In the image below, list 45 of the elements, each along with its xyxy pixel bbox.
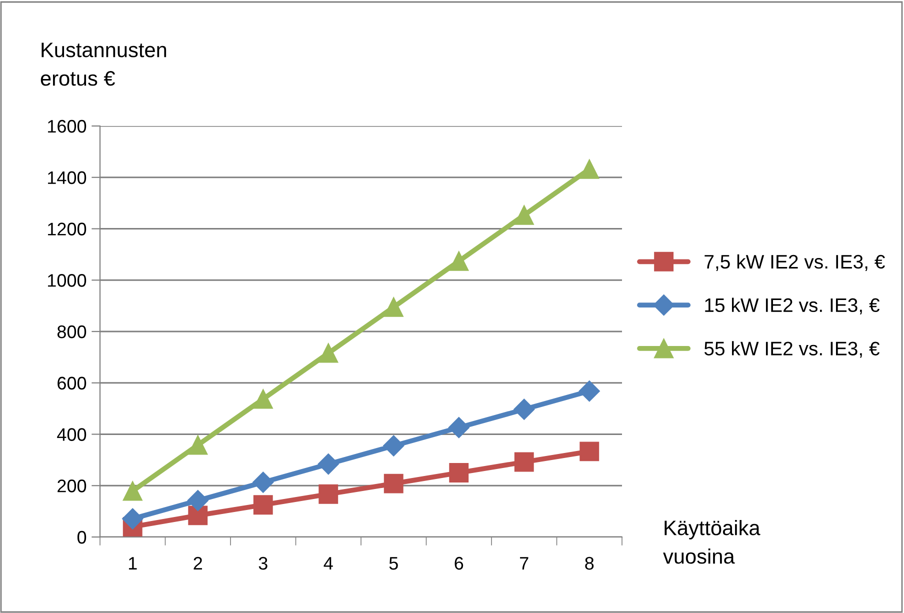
- point: [449, 463, 469, 483]
- point: [514, 205, 534, 225]
- point: [253, 495, 273, 515]
- x-tick-label: 8: [585, 556, 594, 570]
- point: [318, 343, 338, 363]
- y-tick-label: 1000: [48, 274, 86, 287]
- point: [252, 472, 274, 493]
- point: [384, 297, 404, 317]
- point: [449, 251, 469, 271]
- point: [580, 442, 600, 462]
- point: [187, 490, 208, 512]
- x-tick-label: 6: [454, 556, 464, 570]
- point: [580, 159, 600, 179]
- point: [318, 454, 339, 475]
- legend-label: 55 kW IE2 vs. IE3, €: [704, 341, 880, 358]
- point: [448, 417, 470, 438]
- y-tick-label: 0: [77, 530, 86, 544]
- point: [318, 484, 338, 504]
- point: [383, 435, 404, 456]
- y-tick-label: 1400: [48, 171, 86, 184]
- x-tick-label: 2: [194, 556, 202, 570]
- point: [122, 508, 144, 530]
- point: [514, 452, 534, 472]
- x-tick-label: 7: [520, 557, 528, 570]
- y-tick-label: 800: [57, 325, 86, 338]
- point: [122, 481, 142, 501]
- x-axis-title: Käyttöaika vuosina: [663, 520, 760, 564]
- y-tick-label: 400: [57, 428, 86, 441]
- x-tick-label: 4: [324, 557, 333, 570]
- x-tick-label: 1: [128, 557, 137, 570]
- y-tick-label: 1200: [48, 222, 86, 236]
- y-tick-label: 1600: [48, 120, 86, 133]
- y-tick-label: 600: [58, 376, 86, 390]
- point: [188, 506, 208, 526]
- point: [384, 474, 404, 494]
- legend-label: 7,5 kW IE2 vs. IE3, €: [704, 254, 885, 271]
- point: [253, 389, 273, 409]
- x-tick-label: 3: [258, 556, 268, 570]
- point: [578, 380, 600, 402]
- y-axis-title: Kustannusten erotus €: [40, 42, 166, 86]
- x-tick-label: 5: [389, 557, 398, 570]
- point: [188, 435, 208, 455]
- point: [514, 398, 535, 420]
- y-tick-label: 200: [58, 480, 86, 492]
- legend-label: 15 kW IE2 vs. IE3, €: [705, 298, 880, 314]
